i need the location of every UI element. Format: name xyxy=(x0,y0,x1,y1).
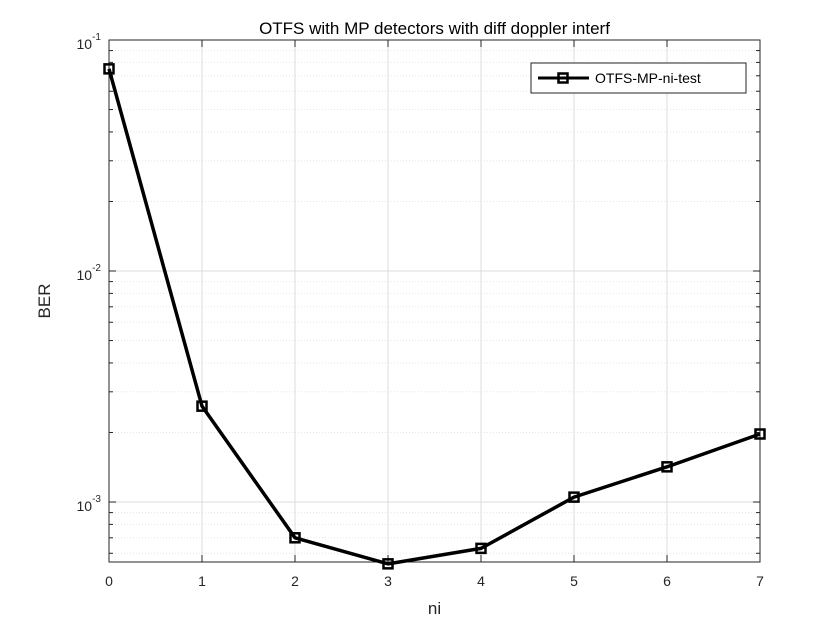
x-tick-label: 2 xyxy=(291,573,299,589)
x-tick-label: 7 xyxy=(756,573,764,589)
data-point-marker xyxy=(289,532,301,544)
y-axis-label: BER xyxy=(35,284,54,319)
series-line xyxy=(107,68,761,566)
data-point-marker xyxy=(103,63,115,75)
legend: OTFS-MP-ni-test xyxy=(530,62,747,94)
y-tick-label: 10-3 xyxy=(77,494,102,514)
x-tick-label: 5 xyxy=(570,573,578,589)
chart-title: OTFS with MP detectors with diff doppler… xyxy=(259,19,610,38)
legend-marker xyxy=(557,72,569,84)
y-tick-label: 10-1 xyxy=(77,32,102,52)
data-point-marker xyxy=(661,461,673,473)
x-tick-label: 1 xyxy=(198,573,206,589)
data-point-marker xyxy=(382,558,394,570)
data-point-marker xyxy=(475,542,487,555)
series-layer xyxy=(103,63,766,570)
data-point-marker xyxy=(754,428,766,440)
y-tick-label: 10-2 xyxy=(77,263,102,283)
x-tick-label: 4 xyxy=(477,573,485,589)
grid xyxy=(108,39,761,562)
data-point-marker xyxy=(196,400,208,412)
x-tick-label: 0 xyxy=(105,573,113,589)
legend-label: OTFS-MP-ni-test xyxy=(595,70,701,86)
plot-area xyxy=(108,39,761,563)
x-axis-label: ni xyxy=(428,599,441,618)
data-point-marker xyxy=(568,491,580,503)
x-tick-label: 6 xyxy=(663,573,671,589)
x-tick-label: 3 xyxy=(384,573,392,589)
axis-ticks: 10-3 10-2 10-1 0 1 2 3 4 5 6 7 xyxy=(77,32,765,589)
